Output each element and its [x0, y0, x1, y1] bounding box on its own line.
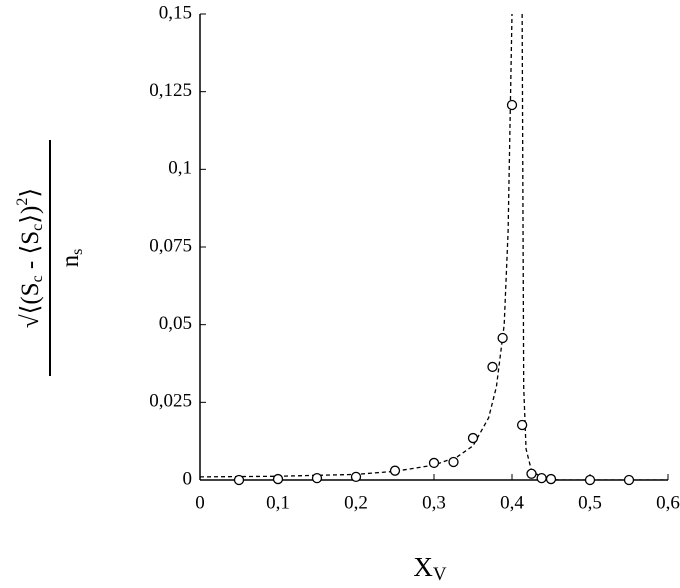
x-tick-label: 0	[195, 492, 205, 513]
y-label-numerator: √⟨(Sc - ⟨Sc⟩)2⟩	[14, 188, 46, 328]
y-label-part: n	[57, 254, 84, 267]
data-point	[233, 474, 245, 486]
y-label-part: ⟩)	[17, 206, 44, 224]
x-tick-label: 0,1	[266, 492, 290, 513]
data-point	[506, 99, 518, 111]
data-point	[272, 473, 284, 485]
x-tick-label: 0,3	[422, 492, 446, 513]
y-label-part: ⟩	[17, 188, 44, 198]
x-axis-label-main: X	[413, 552, 433, 582]
plot-area	[200, 14, 668, 480]
y-tick-label: 0,075	[149, 235, 192, 256]
x-tick-label: 0,2	[344, 492, 368, 513]
y-tick-label: 0,15	[159, 2, 192, 23]
data-point	[350, 471, 362, 483]
y-tick-label: 0,025	[149, 391, 192, 412]
y-label-sub: c	[29, 275, 46, 282]
y-label-sup: 2	[14, 198, 31, 206]
y-label-part: - ⟨S	[17, 231, 44, 275]
data-point	[428, 457, 440, 469]
y-axis-label: √⟨(Sc - ⟨Sc⟩)2⟩ ns	[14, 140, 86, 376]
y-tick-label: 0,1	[168, 158, 192, 179]
y-tick-label: 0,05	[159, 313, 192, 334]
data-point	[497, 332, 508, 344]
x-tick-label: 0,4	[500, 492, 524, 513]
data-point	[487, 361, 498, 373]
y-label-part: √⟨(S	[17, 282, 44, 328]
fit-curve	[200, 14, 668, 480]
x-axis-label: XV	[413, 552, 447, 585]
y-tick-label: 0	[183, 468, 193, 489]
data-point	[311, 472, 323, 484]
data-point	[389, 465, 401, 476]
data-point	[467, 432, 479, 444]
y-tick-label: 0,125	[149, 80, 192, 101]
y-label-sub: c	[29, 224, 46, 231]
data-point	[536, 472, 547, 484]
data-point	[623, 474, 635, 486]
data-point	[516, 419, 528, 431]
x-tick-label: 0,5	[578, 492, 602, 513]
y-label-denominator: ns	[57, 249, 86, 268]
data-point	[545, 473, 557, 485]
data-point	[448, 456, 459, 468]
data-point	[584, 474, 596, 486]
x-axis-label-sub: V	[433, 564, 447, 585]
x-tick-label: 0,6	[656, 492, 680, 513]
y-label-sub: s	[69, 249, 86, 255]
data-point	[526, 468, 537, 479]
